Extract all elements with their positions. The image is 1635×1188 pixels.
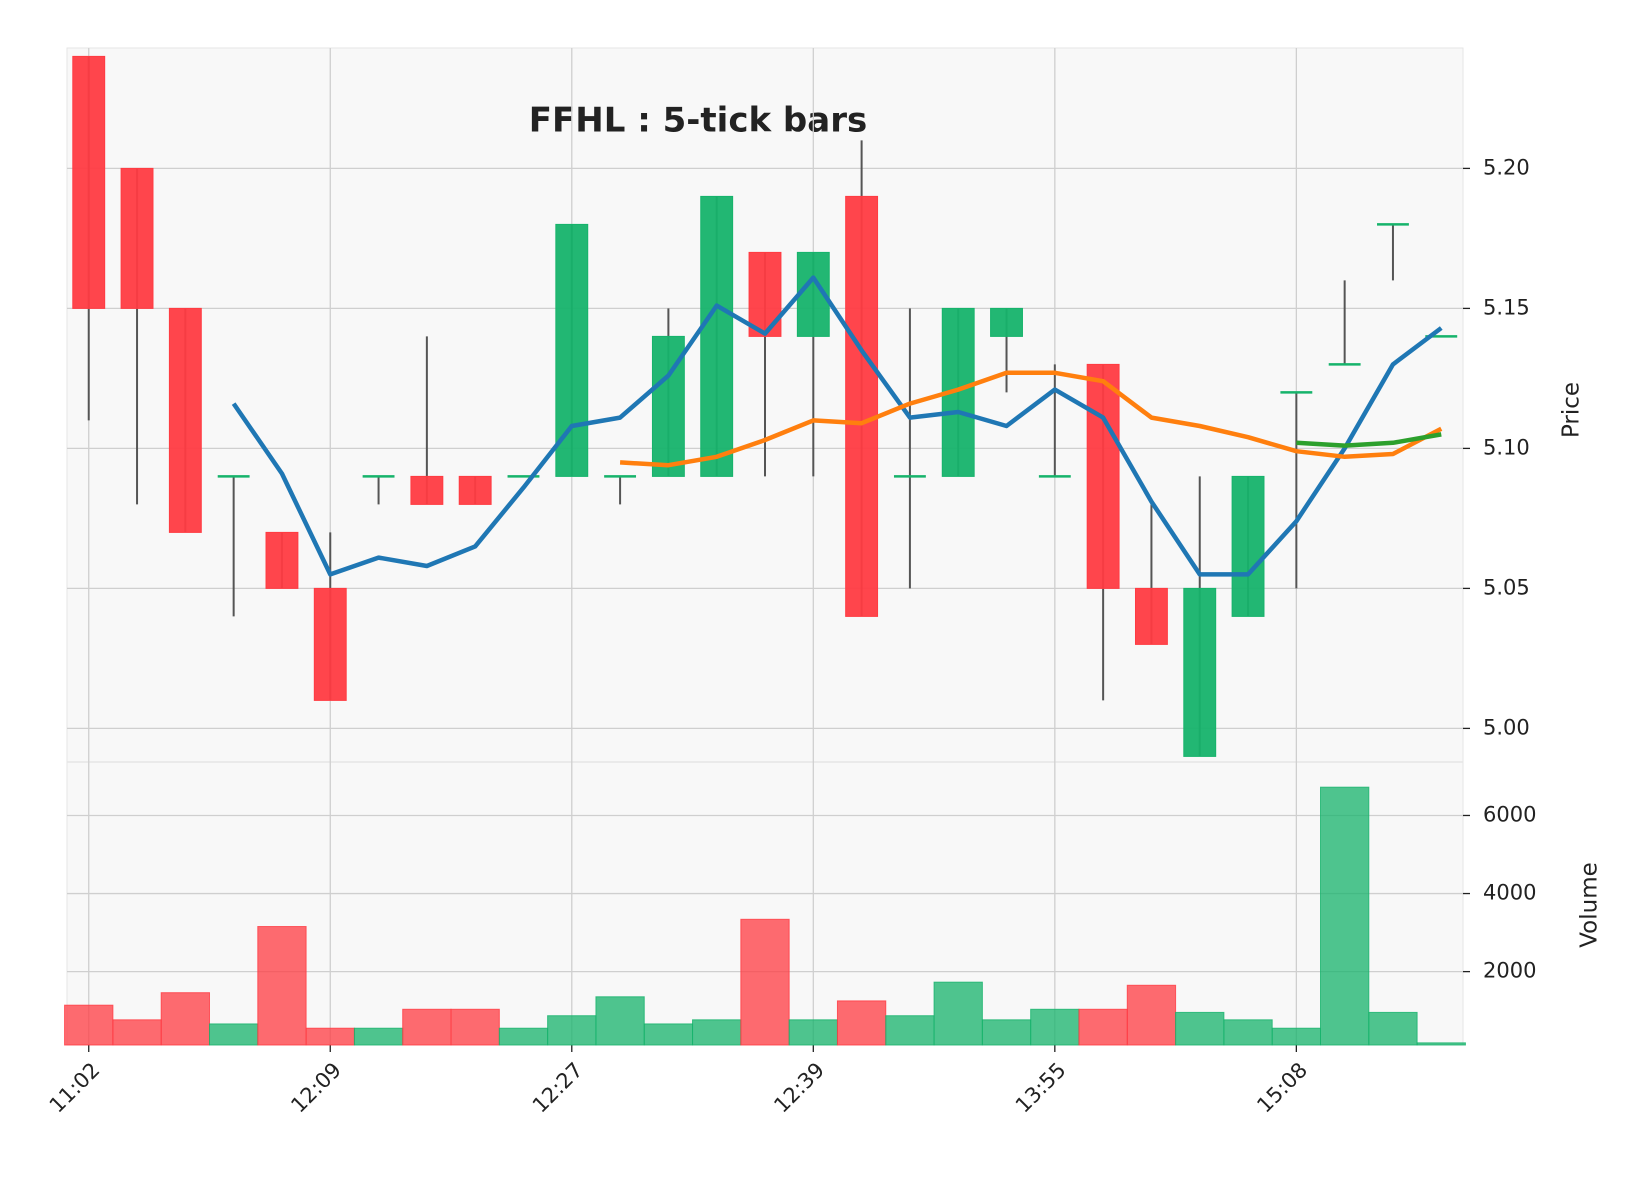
volume-bar [353,1027,404,1046]
volume-bar [402,1008,452,1046]
y-tick-label: 5.15 [1483,295,1530,319]
candle-body [265,531,299,589]
volume-bar [257,926,307,1046]
volume-bar [740,918,790,1046]
volume-bar [836,1000,887,1046]
volume-bar [64,1004,114,1046]
candle-body [458,475,492,505]
candle-body [1183,587,1217,757]
x-tick-label: 12:39 [769,1058,829,1118]
volume-bar [1223,1019,1273,1046]
candle-body [168,307,202,533]
volume-bar [788,1019,838,1046]
candle-body [845,195,879,617]
volume-bar [1416,1042,1466,1046]
volume-bar [692,1019,742,1046]
volume-bar [547,1015,597,1046]
volume-bar [1271,1027,1322,1046]
candle-body [120,167,154,309]
volume-tick-label: 6000 [1483,802,1536,826]
y-tick-label: 5.20 [1483,155,1530,179]
volume-bar [885,1015,935,1046]
candle-body [410,475,444,505]
candle-body [700,195,734,477]
x-tick-label: 15:08 [1252,1058,1312,1118]
volume-bar [933,981,983,1046]
candle-body [72,55,106,309]
candle-body [1231,475,1265,617]
volume-bar [1368,1011,1418,1046]
y-tick-label: 5.10 [1483,435,1530,459]
volume-bar [595,996,645,1046]
volume-bar [1126,984,1177,1046]
volume-bar [450,1008,500,1046]
candle-body [313,587,347,701]
volume-tick-label: 2000 [1483,959,1536,983]
volume-bar [1030,1008,1080,1046]
volume-bar [1078,1008,1128,1046]
volume-bar [112,1019,162,1046]
x-tick-label: 11:02 [45,1058,105,1118]
moving-average-line [619,370,1443,468]
candle-body [1086,363,1120,589]
candle-body [555,223,589,477]
volume-tick-label: 4000 [1483,881,1536,905]
chart-title: FFHL : 5-tick bars [529,101,867,141]
plot-area [66,47,1464,1046]
x-tick-label: 13:55 [1011,1058,1071,1118]
volume-bar [1175,1011,1225,1046]
volume-bar [305,1027,355,1046]
volume-axis-label: Volume [1577,862,1603,948]
volume-bar [160,992,210,1046]
volume-bar [1320,786,1370,1046]
y-axis-label: Price [1559,382,1585,438]
x-tick-label: 12:09 [286,1058,346,1118]
candle-body [1134,587,1168,645]
moving-average-line [231,275,1443,577]
y-tick-label: 5.05 [1483,575,1530,599]
x-tick-label: 12:27 [528,1058,588,1118]
volume-bar [981,1019,1032,1046]
moving-average-line [1296,432,1442,448]
volume-bar [208,1023,259,1046]
volume-bar [643,1023,694,1046]
volume-bar [498,1027,549,1046]
candle-body [990,307,1023,337]
y-tick-label: 5.00 [1483,715,1530,739]
